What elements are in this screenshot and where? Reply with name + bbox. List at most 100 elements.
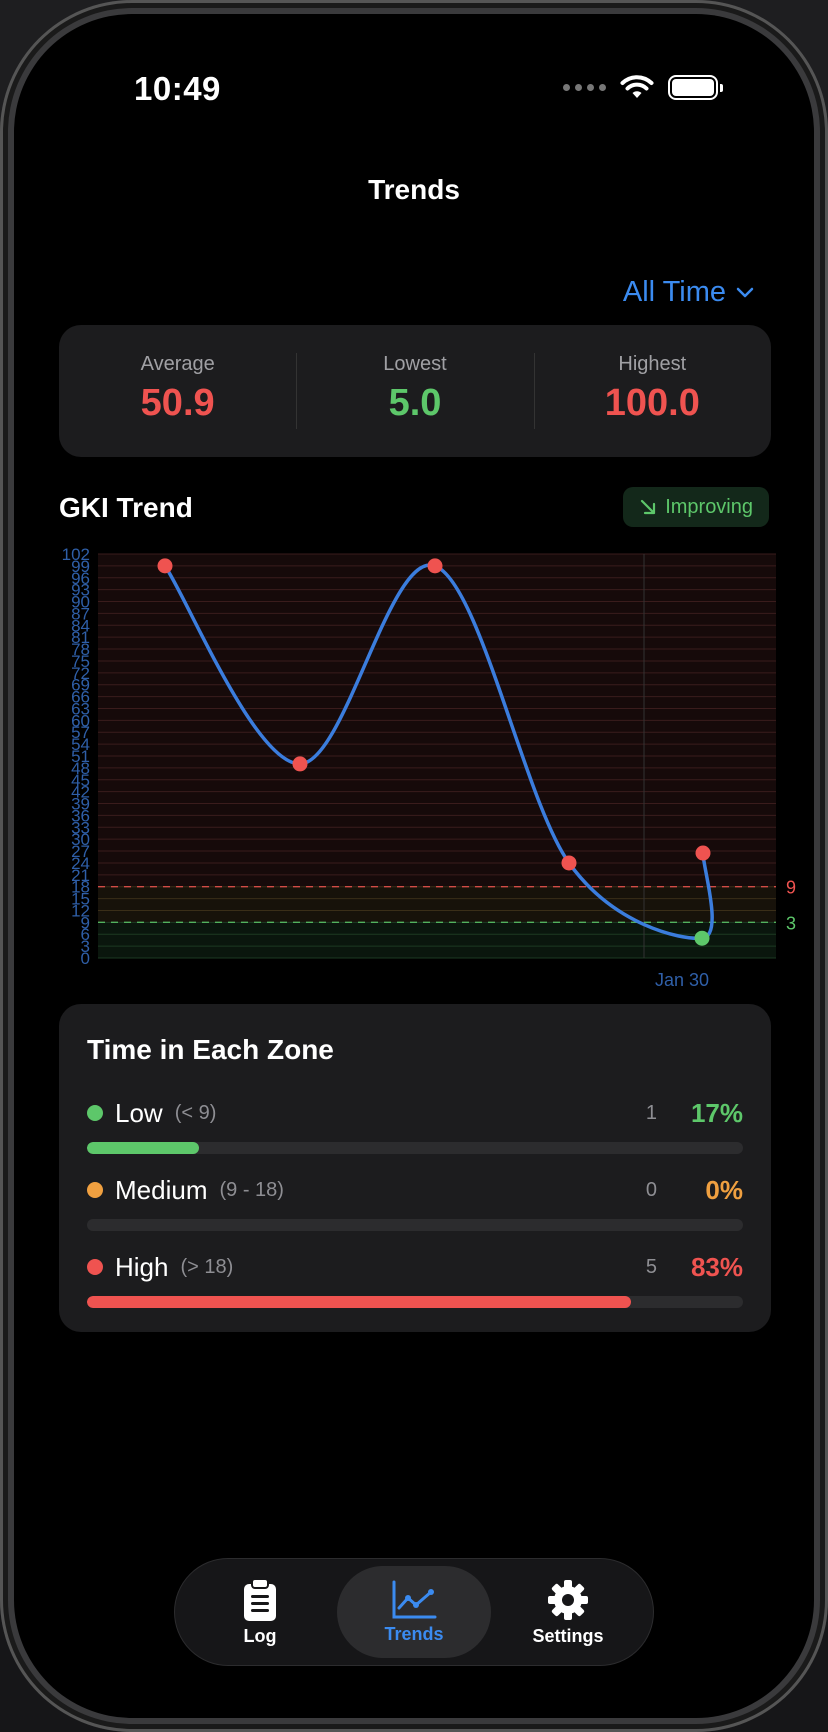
y-tick-label: 33 [71, 818, 90, 837]
zone-low: Low (< 9) 1 17% [87, 1096, 743, 1154]
y-tick-label: 36 [71, 806, 90, 825]
y-tick-label: 87 [71, 604, 90, 623]
stat-lowest: Lowest 5.0 [296, 325, 533, 457]
data-point [292, 756, 308, 772]
zone-medium: Medium (9 - 18) 0 0% [87, 1173, 743, 1231]
medium-zone-band [98, 886, 776, 923]
wifi-icon [620, 75, 654, 98]
tab-log[interactable]: Log [183, 1566, 337, 1658]
zone-range: (> 18) [180, 1255, 234, 1278]
zone-progress-fill [87, 1142, 199, 1154]
chevron-down-icon [736, 287, 754, 297]
stat-value: 100.0 [604, 382, 700, 424]
stat-label: Lowest [383, 353, 447, 375]
tab-bar: Log Trends [174, 1558, 654, 1666]
zone-name: Low [115, 1097, 163, 1128]
y-tick-label: 81 [71, 628, 90, 647]
data-point [695, 845, 711, 861]
stat-value: 50.9 [140, 382, 215, 424]
y-tick-label: 24 [71, 854, 90, 873]
zone-percent: 83% [690, 1251, 743, 1282]
y-tick-label: 48 [71, 759, 90, 778]
zone-count: 5 [645, 1255, 657, 1278]
y-tick-label: 51 [71, 747, 90, 766]
low-zone-band [98, 922, 776, 958]
y-tick-label: 42 [71, 783, 90, 802]
y-tick-label: 12 [71, 901, 90, 920]
stat-average: Average 50.9 [59, 325, 296, 457]
zone-dot [87, 1105, 103, 1121]
trend-badge: Improving [623, 487, 769, 527]
gki-trend-chart: 0369121518212427303336394245485154576063… [62, 545, 796, 990]
y-tick-label: 21 [71, 866, 90, 885]
gear-icon [548, 1579, 588, 1620]
y-tick-label: 45 [71, 771, 90, 790]
y-tick-label: 60 [71, 711, 90, 730]
y-tick-label: 30 [71, 830, 90, 849]
tab-label: Settings [532, 1625, 604, 1646]
tab-trends[interactable]: Trends [337, 1566, 491, 1658]
zone-range: (9 - 18) [219, 1178, 284, 1201]
y-tick-label: 72 [71, 664, 90, 683]
zone-progress-track [87, 1296, 743, 1308]
zone-dot [87, 1182, 103, 1198]
trend-badge-label: Improving [665, 495, 753, 518]
x-tick-label: Jan 30 [655, 970, 709, 990]
chart-title: GKI Trend [59, 492, 193, 523]
zone-name: Medium [115, 1174, 208, 1205]
y-tick-label: 99 [71, 557, 90, 576]
zone-name: High [115, 1251, 169, 1282]
y-tick-label: 84 [71, 616, 90, 635]
chart-icon [392, 1580, 437, 1618]
data-point [427, 558, 443, 574]
data-point [157, 558, 173, 574]
y-tick-label: 78 [71, 640, 90, 659]
tab-label: Trends [384, 1623, 444, 1644]
y-tick-label: 102 [62, 545, 90, 564]
stats-card: Average 50.9 Lowest 5.0 Highest 100.0 [59, 325, 771, 457]
data-point [694, 930, 710, 946]
y-tick-label: 75 [71, 652, 90, 671]
tab-settings[interactable]: Settings [491, 1566, 645, 1658]
clipboard-icon [244, 1577, 276, 1621]
threshold-label: 9 [786, 878, 796, 898]
y-tick-label: 63 [71, 699, 90, 718]
zone-count: 1 [645, 1101, 657, 1124]
arrow-down-right-icon [641, 499, 656, 515]
y-tick-label: 90 [71, 593, 90, 612]
y-tick-label: 15 [71, 890, 90, 909]
zone-percent: 0% [705, 1174, 743, 1205]
tab-label: Log [243, 1625, 277, 1646]
y-tick-label: 93 [71, 581, 90, 600]
stat-value: 5.0 [388, 382, 442, 424]
zone-progress-track [87, 1142, 743, 1154]
zone-percent: 17% [690, 1097, 743, 1128]
zones-card: Time in Each Zone Low (< 9) 1 17% Medium… [59, 1004, 771, 1332]
threshold-label: 3 [786, 913, 796, 933]
zone-count: 0 [645, 1178, 657, 1201]
zone-dot [87, 1259, 103, 1275]
screen: 10:49 Trends All Time Average 50.9 Lowes… [14, 14, 814, 1718]
battery-icon [668, 74, 723, 100]
y-tick-label: 57 [71, 723, 90, 742]
y-tick-label: 0 [81, 949, 90, 968]
data-point [561, 855, 577, 871]
zone-progress-track [87, 1219, 743, 1231]
zone-high: High (> 18) 5 83% [87, 1250, 743, 1308]
stat-label: Average [140, 353, 215, 375]
y-tick-label: 96 [71, 569, 90, 588]
time-range-label: All Time [622, 276, 726, 308]
status-icons [563, 74, 723, 100]
status-time: 10:49 [134, 70, 221, 107]
zones-title: Time in Each Zone [87, 1034, 334, 1065]
y-tick-label: 39 [71, 795, 90, 814]
stat-label: Highest [618, 353, 687, 375]
y-tick-label: 3 [81, 937, 90, 956]
y-tick-label: 9 [81, 913, 90, 932]
y-tick-label: 54 [71, 735, 90, 754]
y-tick-label: 66 [71, 688, 90, 707]
time-range-picker[interactable]: All Time [623, 276, 754, 309]
zone-progress-fill [87, 1296, 632, 1308]
y-tick-label: 6 [81, 925, 90, 944]
y-tick-label: 27 [71, 842, 90, 861]
